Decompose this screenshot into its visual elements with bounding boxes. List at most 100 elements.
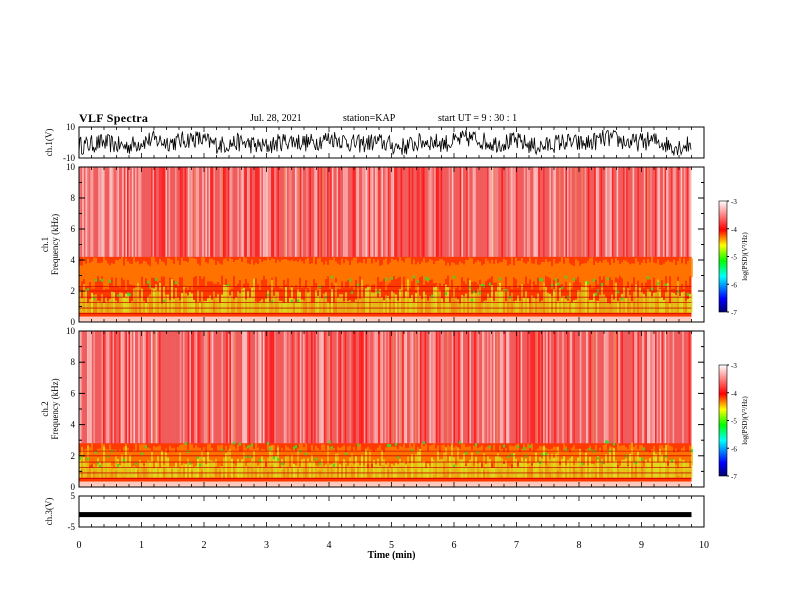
spectrogram-band-cell [581,285,583,313]
spectrogram-band-cell [89,467,91,478]
spectrogram-band-cell [117,458,119,478]
spectrogram-streak [418,167,420,257]
spectrogram-streak [536,167,539,257]
spectrogram-streak [671,331,673,444]
spectrogram-band-cell [567,300,569,313]
spectrogram-band-cell [683,446,685,468]
x-tick-label: 9 [639,540,644,551]
spectrogram-streak [490,331,492,444]
spectrogram-streak [640,167,643,257]
spectrogram-band-cell [639,264,641,291]
spectrogram-band-cell [243,452,245,478]
spectrogram-streak [362,331,364,444]
spectrogram-streak [635,167,638,257]
spectrogram-band-cell [237,259,239,284]
spectrogram-band-cell [591,449,593,471]
spectrogram-band-cell [99,263,101,281]
spectrogram-band-cell [379,265,381,282]
spectrogram-band-cell [141,288,143,313]
spectrogram-band-cell [621,297,623,301]
spectrogram-streak [477,167,479,257]
spectrogram-streak [533,167,535,257]
spectrogram-band-cell [337,263,339,289]
spectrogram-streak [359,331,361,444]
spectrogram-band-cell [489,448,491,470]
spectrogram-band-cell [261,299,263,313]
spectrogram-band-cell [531,443,533,464]
spectrogram-streak [151,331,153,444]
spectrogram-band-cell [319,461,321,478]
spectrogram-band-cell [209,459,211,478]
spectrogram-band-cell [499,277,501,281]
spectrogram-band-cell [579,265,581,283]
spectrogram-band-cell [263,302,265,313]
spectrogram-streak [224,331,227,444]
spectrogram-band-cell [603,445,605,477]
spectrogram-streak [571,167,574,257]
spectrogram-band-cell [215,297,217,313]
spectrogram-band-cell [175,281,177,285]
spectrogram-streak [675,167,678,257]
spectrogram-band-cell [321,444,323,463]
spectrogram-band-cell [295,445,297,449]
spectrogram-streak [575,167,577,257]
spectrogram-band-cell [517,445,519,449]
spectrogram-streak [587,167,590,257]
spectrogram-band-cell [155,462,157,478]
spectrogram-band-cell [579,448,581,478]
spectrogram-streak [557,167,559,257]
spectrogram-band-cell [661,297,663,313]
spectrogram-band-cell [607,262,609,286]
colorbar-tick-label: -6 [731,445,737,453]
spectrogram-band-cell [597,300,599,313]
spectrogram-streak [296,167,299,257]
spectrogram-streak [515,167,518,257]
spectrogram-streak [437,331,439,444]
spectrogram-streak [402,167,404,257]
spectrogram-band-cell [259,458,261,462]
spectrogram-streak [539,167,542,257]
spectrogram-band-cell [313,302,315,313]
spectrogram-streak [658,331,660,444]
spectrogram-band-cell [651,287,653,291]
spectrogram-band-cell [619,466,621,478]
spectrogram-streak [578,331,580,444]
spectrogram-band-cell [379,445,381,465]
spectrogram-streak [146,167,148,257]
spectrogram-streak [647,331,649,444]
spectrogram-band-cell [633,446,635,472]
spectrogram-band-cell [407,257,409,288]
spectrogram-streak [463,331,465,444]
spectrogram-band-cell [469,280,471,313]
spectrogram-band-cell [589,448,591,452]
spectrogram-band-cell [179,264,181,278]
spectrogram-band-cell [95,257,97,282]
spectrogram-streak [207,331,209,444]
spectrogram-band-cell [443,444,445,463]
spectrogram-band-cell [689,467,691,478]
spectrogram-streak [599,167,601,257]
spectrogram-band-cell [467,462,469,478]
spectrogram-streak [264,331,267,444]
spectrogram-band-cell [429,258,431,281]
spectrogram-band-cell [221,264,223,276]
spectrogram-band-cell [325,260,327,279]
spectrogram-band-cell [447,461,449,478]
spectrogram-streak [554,331,556,444]
spectrogram-band-cell [353,301,355,313]
spectrogram-streak [544,331,547,444]
spectrogram-streak [173,167,175,257]
spectrogram-streak [87,331,89,444]
spectrogram-band-cell [207,263,209,282]
spectrogram-band-cell [671,459,673,463]
spectrogram-band-cell [373,451,375,463]
spectrogram-band-cell [311,454,313,478]
spectrogram-streak [650,331,652,444]
spectrogram-band-cell [397,455,399,459]
spectrogram-streak [688,331,691,444]
spectrogram-band-cell [245,455,247,459]
spectrogram-band-cell [229,295,231,313]
spectrogram-band-cell [633,291,635,313]
spectrogram-streak [376,167,379,257]
spectrogram-band-cell [457,264,459,286]
